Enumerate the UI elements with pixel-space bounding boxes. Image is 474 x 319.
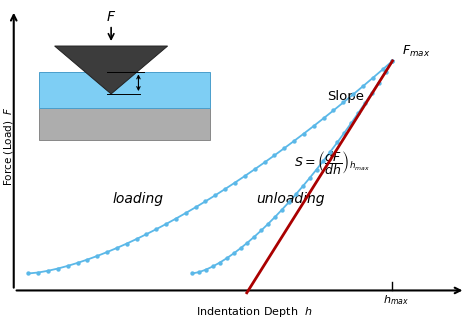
Point: [379, 67, 386, 72]
Point: [123, 241, 130, 246]
Point: [327, 149, 334, 154]
Bar: [39, 108, 210, 139]
Point: [359, 84, 367, 89]
Point: [257, 228, 265, 233]
Bar: [39, 71, 210, 108]
Point: [264, 221, 272, 226]
Point: [113, 245, 121, 250]
Point: [230, 251, 237, 256]
Point: [93, 253, 101, 258]
Point: [333, 140, 341, 145]
Point: [369, 75, 377, 80]
Point: [54, 266, 62, 271]
Point: [339, 100, 347, 105]
Point: [83, 257, 91, 262]
Point: [202, 267, 210, 272]
Point: [271, 214, 279, 219]
Point: [278, 207, 286, 212]
Point: [172, 216, 180, 221]
Point: [354, 111, 362, 116]
Point: [188, 271, 196, 276]
Point: [382, 69, 389, 74]
Point: [292, 192, 300, 197]
Point: [368, 91, 375, 96]
Point: [44, 268, 52, 273]
Point: [261, 160, 268, 165]
Point: [320, 116, 328, 121]
Point: [251, 234, 258, 239]
Text: Force (Load)  $F$: Force (Load) $F$: [2, 106, 15, 186]
Point: [201, 199, 209, 204]
Text: $F$: $F$: [106, 10, 116, 24]
Point: [74, 260, 82, 265]
Point: [310, 123, 318, 129]
Point: [133, 236, 140, 241]
Text: unloading: unloading: [256, 192, 325, 206]
Point: [251, 167, 258, 172]
Point: [349, 92, 357, 97]
Point: [319, 158, 327, 163]
Point: [340, 130, 348, 136]
Point: [329, 108, 337, 113]
Point: [223, 256, 230, 261]
Point: [221, 186, 229, 191]
Point: [241, 174, 249, 179]
Point: [64, 263, 72, 269]
Text: $h_{max}$: $h_{max}$: [383, 294, 409, 308]
Point: [237, 246, 244, 251]
Point: [271, 153, 278, 158]
Text: $h_{max}$: $h_{max}$: [143, 76, 167, 90]
Point: [216, 260, 224, 265]
Point: [285, 200, 292, 205]
Point: [211, 193, 219, 198]
Point: [313, 167, 320, 172]
Point: [103, 249, 111, 255]
Text: Slope: Slope: [327, 90, 364, 103]
Point: [281, 146, 288, 151]
Point: [361, 101, 369, 106]
Point: [389, 58, 396, 63]
Point: [182, 211, 190, 216]
Point: [290, 138, 298, 144]
Point: [192, 205, 200, 210]
Point: [153, 226, 160, 232]
Point: [306, 175, 313, 181]
Point: [162, 221, 170, 226]
Text: $F_{max}$: $F_{max}$: [401, 44, 430, 59]
Polygon shape: [55, 46, 168, 94]
Point: [299, 184, 307, 189]
Point: [300, 131, 308, 136]
Text: $S = \left(\dfrac{dF}{dh}\right)_{h_{max}}$: $S = \left(\dfrac{dF}{dh}\right)_{h_{max…: [294, 149, 370, 177]
Text: Indentation Depth  $h$: Indentation Depth $h$: [196, 305, 312, 319]
Point: [209, 264, 217, 269]
Point: [25, 271, 32, 276]
Point: [231, 180, 239, 185]
Point: [244, 240, 251, 245]
Text: loading: loading: [112, 192, 163, 206]
Point: [143, 232, 150, 237]
Point: [34, 270, 42, 275]
Point: [347, 121, 355, 126]
Point: [375, 80, 383, 85]
Point: [195, 270, 203, 275]
Point: [389, 58, 396, 63]
